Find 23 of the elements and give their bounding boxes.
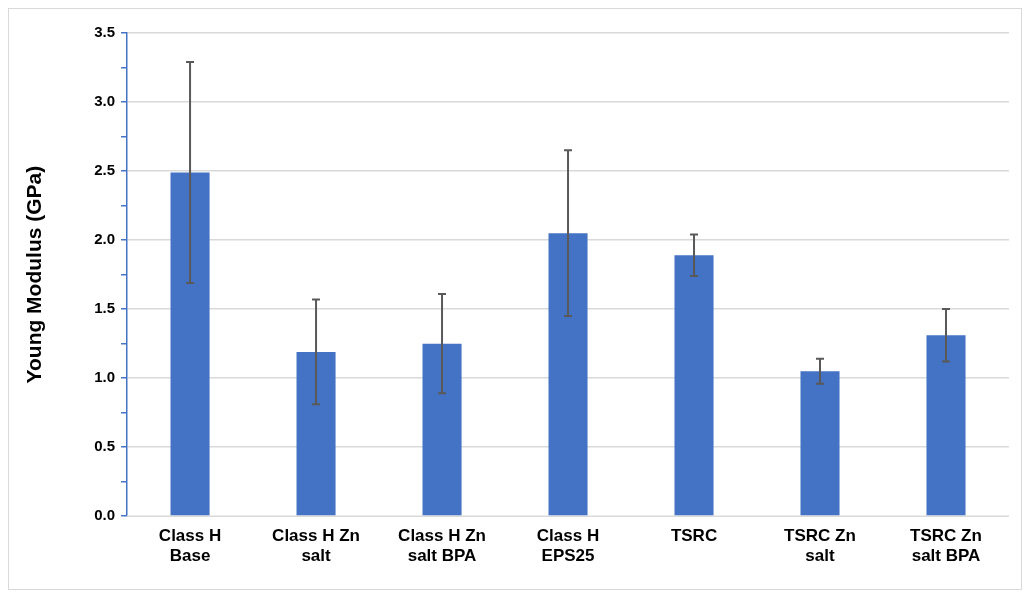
bar	[674, 255, 714, 516]
bar	[548, 233, 588, 516]
x-tick-label: Class H Base	[158, 526, 222, 566]
y-tick-label: 1.0	[94, 368, 116, 386]
y-tick-label: 1.5	[94, 299, 116, 317]
x-tick-label: Class H Zn salt	[272, 526, 360, 566]
y-tick-label: 0.5	[94, 437, 116, 455]
x-tick-label: Class H EPS25	[536, 526, 600, 566]
x-tick-label: TSRC Zn salt BPA	[910, 526, 982, 566]
bar	[296, 351, 336, 516]
y-tick-label: 3.0	[94, 92, 116, 110]
x-tick-label: Class H Zn salt BPA	[398, 526, 486, 566]
bar	[926, 335, 966, 516]
y-axis-title: Young Modulus (GPa)	[22, 165, 46, 384]
bar	[170, 172, 210, 516]
x-tick-label: TSRC Zn salt	[784, 526, 856, 566]
bar	[422, 343, 462, 516]
x-tick-label: TSRC	[670, 526, 718, 546]
y-tick-label: 2.5	[94, 161, 116, 179]
y-tick-label: 2.0	[94, 230, 116, 248]
bar	[800, 371, 840, 516]
y-tick-label: 3.5	[94, 23, 116, 41]
y-tick-label: 0.0	[94, 506, 116, 524]
